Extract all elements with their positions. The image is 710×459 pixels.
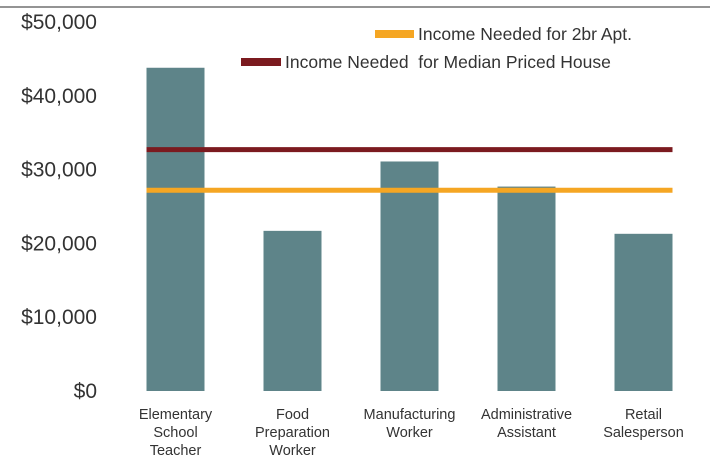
bar	[263, 230, 322, 391]
x-tick-label: Retail Salesperson	[603, 407, 684, 441]
y-tick-label: $40,000	[21, 85, 97, 108]
bar	[380, 161, 439, 391]
bars	[146, 67, 673, 392]
legend-label: Income Needed for 2br Apt.	[418, 24, 632, 44]
x-tick-label: Food Preparation Worker	[255, 407, 330, 459]
x-tick-label: Administrative Assistant	[481, 407, 572, 441]
y-axis: $0 $10,000 $20,000 $30,000 $40,000 $50,000	[21, 11, 97, 403]
legend-label: Income Needed for Median Priced House	[285, 52, 611, 72]
bar	[614, 233, 673, 391]
reference-lines	[146, 147, 673, 193]
bar	[146, 67, 205, 392]
y-tick-label: $0	[74, 380, 97, 403]
x-tick-label: Elementary School Teacher	[139, 407, 213, 459]
legend: Income Needed for 2br Apt. Income Needed …	[241, 24, 632, 72]
x-tick-label: Manufacturing Worker	[364, 407, 456, 441]
y-tick-label: $20,000	[21, 232, 97, 255]
bar	[497, 186, 556, 391]
x-axis: Elementary School Teacher Food Preparation Wo…	[139, 407, 684, 459]
y-tick-label: $10,000	[21, 306, 97, 329]
y-tick-label: $50,000	[21, 11, 97, 34]
y-tick-label: $30,000	[21, 159, 97, 182]
